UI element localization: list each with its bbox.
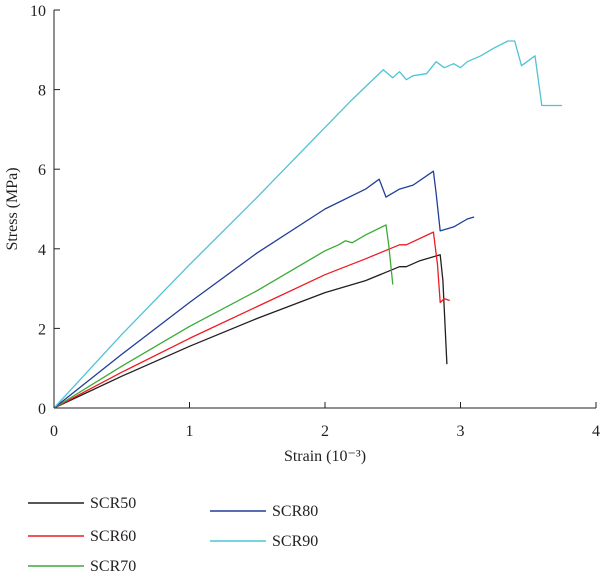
x-tick-label: 0 <box>50 423 58 440</box>
x-tick-label: 4 <box>592 423 600 440</box>
x-ticks: 0 1 2 3 4 <box>50 402 600 440</box>
plot-area <box>53 40 563 409</box>
series-line-scr90 <box>53 40 563 409</box>
legend-item-scr60: SCR60 <box>28 528 136 545</box>
legend-label: SCR80 <box>272 503 318 520</box>
legend-label: SCR50 <box>90 495 136 512</box>
y-tick-label: 4 <box>38 242 46 259</box>
x-axis-title: Strain (10⁻³) <box>284 448 366 465</box>
legend-item-scr50: SCR50 <box>28 495 136 512</box>
y-ticks: 0 2 4 6 8 10 <box>30 3 60 418</box>
legend-label: SCR60 <box>90 528 136 545</box>
series-line-scr60 <box>53 231 450 409</box>
legend-item-scr70: SCR70 <box>28 558 136 575</box>
y-axis-title: Stress (MPa) <box>4 167 21 250</box>
y-tick-label: 6 <box>38 162 46 179</box>
legend-label: SCR70 <box>90 558 136 575</box>
y-tick-label: 10 <box>30 3 46 20</box>
series-line-scr50 <box>53 254 448 409</box>
x-tick-label: 2 <box>321 423 329 440</box>
legend-label: SCR90 <box>272 533 318 550</box>
y-tick-label: 0 <box>38 401 46 418</box>
x-tick-label: 1 <box>186 423 194 440</box>
y-tick-label: 8 <box>38 83 46 100</box>
legend-item-scr80: SCR80 <box>210 503 318 520</box>
legend: SCR50 SCR60 SCR70 SCR80 SCR90 <box>28 495 318 575</box>
series-line-scr70 <box>53 224 394 409</box>
x-tick-label: 3 <box>457 423 465 440</box>
legend-item-scr90: SCR90 <box>210 533 318 550</box>
series-line-scr80 <box>53 170 475 409</box>
y-tick-label: 2 <box>38 321 46 338</box>
